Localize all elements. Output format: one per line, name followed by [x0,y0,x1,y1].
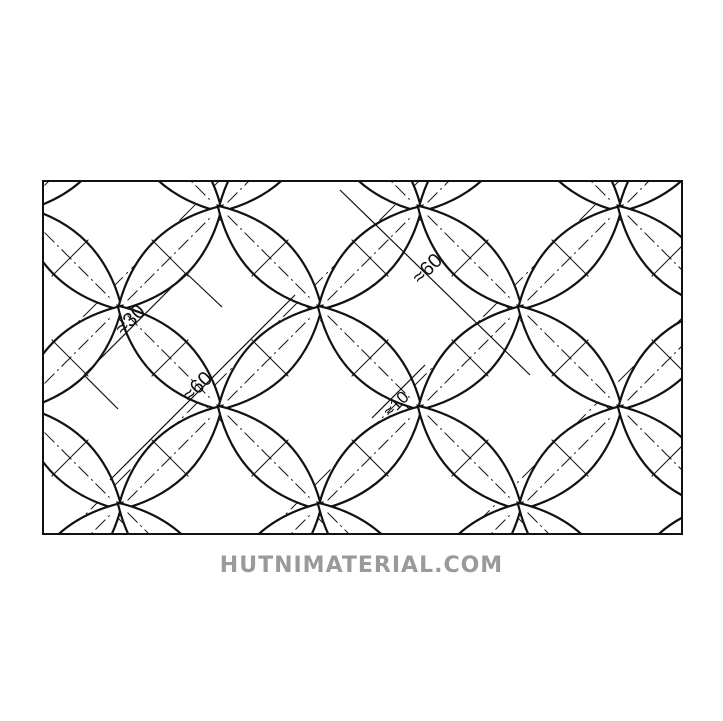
lens-rising [316,404,424,512]
lens-rising [416,304,524,412]
lens-rising [116,404,224,512]
lens-rising [516,404,624,512]
lens-rising [416,501,524,534]
lens-rising [216,181,324,214]
dimension-lines [83,189,531,481]
lens-rising [516,204,624,312]
lens-falling [516,501,624,534]
watermark: HUTNIMATERIAL.COM [219,553,504,578]
lens-rising [616,304,682,412]
lens-falling [116,501,224,534]
lens-rising [616,181,682,214]
lens-rising [216,501,324,534]
lens-falling [316,501,424,534]
lens-rising [416,181,524,214]
plate-outline [42,180,683,535]
lens-rising [216,304,324,412]
lens-pattern [43,181,682,534]
lens-rising [43,181,124,214]
lens-falling [616,204,682,312]
lens-rising [316,204,424,312]
lens-falling [616,404,682,512]
lens-rising [116,204,224,312]
lens-rising [43,501,124,534]
